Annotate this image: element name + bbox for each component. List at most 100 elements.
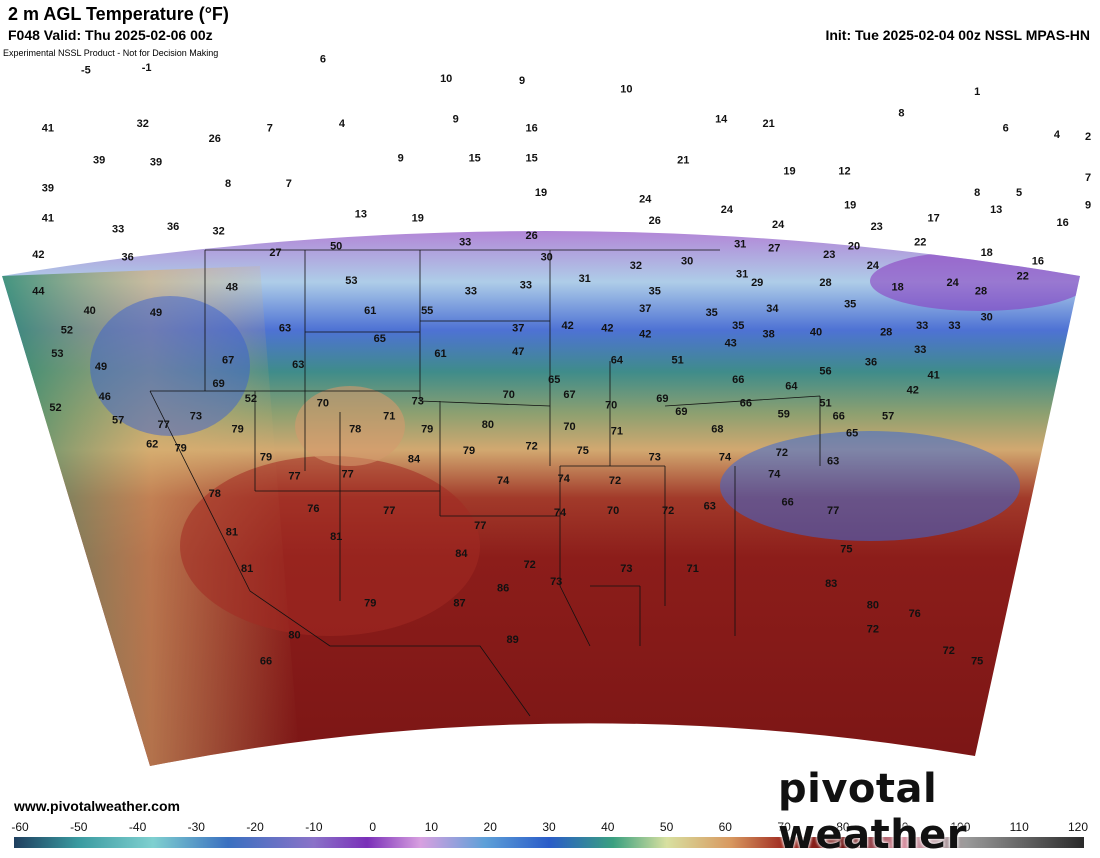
temperature-value: 32 <box>212 226 224 238</box>
temperature-value: -1 <box>142 62 152 74</box>
state-borders <box>149 249 821 717</box>
temperature-value: 42 <box>601 322 613 334</box>
temperature-value: 48 <box>226 281 238 293</box>
colorbar-tick-label: -20 <box>246 820 264 834</box>
temperature-value: 27 <box>269 247 281 259</box>
temperature-value: 72 <box>662 505 674 517</box>
temperature-value: 81 <box>330 531 342 543</box>
temperature-value: 31 <box>579 273 591 285</box>
temperature-value: 1 <box>974 86 980 98</box>
temperature-value: 52 <box>245 393 257 405</box>
temperature-value: 36 <box>121 251 133 263</box>
colorbar-tick-label: 40 <box>601 820 615 834</box>
model-init-time: Init: Tue 2025-02-04 00z NSSL MPAS-HN <box>825 27 1090 43</box>
temperature-value: 33 <box>112 223 124 235</box>
temperature-value: 33 <box>520 279 532 291</box>
temperature-value: 73 <box>190 410 202 422</box>
temperature-value: 40 <box>810 327 822 339</box>
temperature-value: 6 <box>320 54 326 66</box>
temperature-value: 9 <box>453 114 459 126</box>
temperature-value: 70 <box>605 400 617 412</box>
temperature-value: 19 <box>412 213 424 225</box>
temperature-value: 21 <box>677 155 689 167</box>
temperature-value: 79 <box>364 598 376 610</box>
temperature-value: 10 <box>620 84 632 96</box>
temperature-value: 18 <box>891 281 903 293</box>
temperature-value: 36 <box>865 357 877 369</box>
temperature-value: 8 <box>974 187 980 199</box>
temperature-value: 28 <box>819 277 831 289</box>
temperature-value: 84 <box>455 548 468 560</box>
temperature-value: 36 <box>167 221 179 233</box>
temperature-value: 35 <box>649 286 661 298</box>
temperature-value: 46 <box>99 391 111 403</box>
colorbar-tick-label: 0 <box>369 820 376 834</box>
temperature-value: 37 <box>639 303 651 315</box>
temperature-value: 41 <box>42 122 54 134</box>
map-header: 2 m AGL Temperature (°F) F048 Valid: Thu… <box>0 0 1100 46</box>
temperature-value: 19 <box>783 165 795 177</box>
temperature-value: 33 <box>948 320 960 332</box>
temperature-value: 78 <box>209 488 221 500</box>
temperature-value: 43 <box>725 337 737 349</box>
temperature-value: 55 <box>421 305 433 317</box>
temperature-value: 31 <box>734 238 746 250</box>
colorbar-tick-label: 60 <box>719 820 733 834</box>
temperature-value: 53 <box>345 275 357 287</box>
colorbar-tick-label: 70 <box>777 820 791 834</box>
temperature-value: 21 <box>762 118 774 130</box>
temperature-value: 77 <box>383 505 395 517</box>
colorbar-tick-label: 50 <box>660 820 674 834</box>
temperature-value: 9 <box>398 152 404 164</box>
colorbar-tick-label: 20 <box>484 820 498 834</box>
temperature-value: 39 <box>150 157 162 169</box>
colorbar-tick-label: 120 <box>1068 820 1088 834</box>
temperature-value: 24 <box>772 219 785 231</box>
temperature-value: 33 <box>916 320 928 332</box>
temperature-value: 63 <box>279 322 291 334</box>
temperature-value: 49 <box>95 361 107 373</box>
temperature-value: 70 <box>503 389 515 401</box>
temperature-value: 9 <box>519 75 525 87</box>
colorbar-tick-label: -10 <box>305 820 323 834</box>
temperature-value: 65 <box>846 428 858 440</box>
temperature-value: 73 <box>649 451 661 463</box>
temperature-value: 8 <box>225 178 231 190</box>
temperature-value: 7 <box>1085 172 1091 184</box>
temperature-value: 70 <box>563 421 575 433</box>
temperature-value: 80 <box>482 419 494 431</box>
colorbar-gradient <box>14 837 1084 848</box>
temperature-value: 63 <box>292 359 304 371</box>
temperature-value: 26 <box>209 133 221 145</box>
temperature-value: 6 <box>1003 122 1009 134</box>
temperature-value: 28 <box>880 327 892 339</box>
temperature-value: 57 <box>882 410 894 422</box>
temperature-value: 63 <box>704 501 716 513</box>
temperature-value: 39 <box>42 183 54 195</box>
temperature-value: 81 <box>226 527 238 539</box>
temperature-value: 74 <box>768 469 781 481</box>
temperature-value: 8 <box>898 107 904 119</box>
temperature-value: 22 <box>1017 271 1029 283</box>
temperature-value: 33 <box>459 236 471 248</box>
temperature-value: 33 <box>465 286 477 298</box>
temperature-value: 89 <box>506 634 518 646</box>
temperature-value: -5 <box>81 64 91 76</box>
temperature-value: 71 <box>687 563 699 575</box>
temperature-value: 38 <box>762 329 774 341</box>
temperature-value: 80 <box>288 630 300 642</box>
colorbar-tick-label: -30 <box>188 820 206 834</box>
temperature-value: 9 <box>1085 200 1091 212</box>
temperature-value: 86 <box>497 582 509 594</box>
temperature-value: 32 <box>630 260 642 272</box>
colorbar: -60 -50 -40 -30 -20 -10 0 10 20 30 40 50 60 70 80 90 100… <box>11 820 1088 848</box>
temperature-value: 10 <box>440 73 452 85</box>
temperature-value: 4 <box>1054 129 1061 141</box>
temperature-value: 72 <box>943 645 955 657</box>
temperature-value: 49 <box>150 307 162 319</box>
temperature-value: 75 <box>577 445 589 457</box>
brand-wordmark: pivotal weather <box>778 766 968 858</box>
temperature-value: 35 <box>732 320 744 332</box>
temperature-value: 42 <box>907 385 919 397</box>
temperature-value: 51 <box>819 398 831 410</box>
